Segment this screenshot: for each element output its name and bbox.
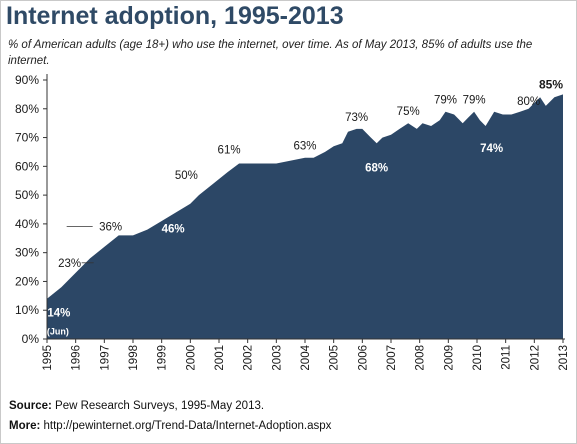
data-label: 23% [58,258,81,270]
y-tick-label: 40% [15,217,39,231]
x-tick-label: 2000 [185,345,197,371]
more-link[interactable]: http://pewinternet.org/Trend-Data/Intern… [43,420,332,432]
source-label: Source: [9,400,52,412]
data-label: 68% [365,162,388,174]
data-label: 79% [434,95,457,107]
source-text: Pew Research Surveys, 1995-May 2013. [55,400,265,412]
y-tick-label: 60% [15,159,39,173]
y-tick-label: 80% [15,102,39,116]
y-tick-label: 70% [15,131,39,145]
data-label: 73% [345,112,368,124]
data-area [47,94,563,340]
y-tick-label: 10% [15,303,39,317]
data-label: 75% [397,106,420,118]
y-tick-label: 30% [15,246,39,260]
x-tick-label: 1999 [157,345,169,371]
x-tick-label: 2013 [558,345,570,371]
data-label: 50% [175,170,198,182]
data-label: 61% [218,144,241,156]
y-tick-label: 90% [15,73,39,87]
x-tick-label: 2012 [529,345,541,371]
x-tick-label: 2006 [357,345,369,371]
x-tick-label: 1998 [128,345,140,371]
chart-title: Internet adoption, 1995-2013 [6,2,344,30]
x-tick-label: 2002 [243,345,255,371]
data-label: 63% [293,141,316,153]
x-tick-label: 2001 [214,345,226,371]
data-label: 46% [162,224,185,236]
data-label: 80% [517,96,540,108]
x-tick-label: 1997 [99,345,111,371]
x-tick-label: 1995 [42,345,54,371]
more-label: More: [9,420,41,432]
x-tick-label: 2009 [443,345,455,371]
data-label: 14% [47,308,70,320]
y-tick-label: 0% [22,332,40,346]
x-tick-label: 2005 [329,345,341,371]
x-tick-label: 2004 [300,344,312,370]
source-line: Source: Pew Research Surveys, 1995-May 2… [9,400,264,412]
chart-subtitle: % of American adults (age 18+) who use t… [8,39,533,67]
data-label: 74% [480,143,503,155]
data-label: (Jun) [47,327,69,337]
x-tick-label: 1996 [71,345,83,371]
x-tick-label: 2011 [501,345,513,370]
x-tick-label: 2007 [386,345,398,371]
y-tick-label: 20% [15,274,39,288]
data-label: 85% [539,77,563,91]
data-label: 79% [463,95,486,107]
more-line: More: http://pewinternet.org/Trend-Data/… [9,420,331,432]
x-tick-label: 2010 [472,345,484,371]
data-label: 36% [99,221,122,233]
x-tick-label: 2003 [271,345,283,371]
y-tick-label: 50% [15,188,39,202]
x-tick-label: 2008 [415,345,427,371]
